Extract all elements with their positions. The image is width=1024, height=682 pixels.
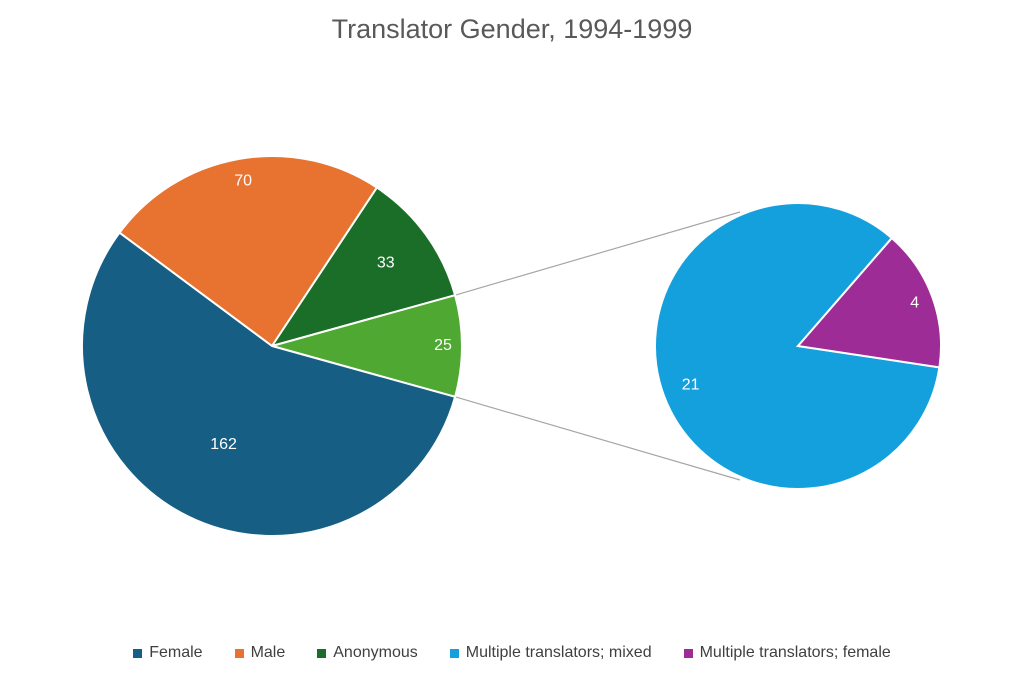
legend-label: Multiple translators; mixed	[465, 644, 652, 661]
legend-label: Male	[250, 644, 286, 661]
legend-label: Anonymous	[333, 644, 418, 661]
legend-item: Multiple translators; female	[683, 644, 891, 662]
secondary-pie	[654, 202, 942, 490]
legend-swatch	[683, 648, 693, 658]
secondary-data-label: 4	[910, 294, 919, 311]
main-slice-female	[81, 231, 457, 537]
legend-item: Female	[133, 644, 203, 662]
main-slice-anonymous	[269, 186, 457, 348]
main-data-label: 70	[234, 173, 252, 190]
legend-item: Anonymous	[317, 644, 418, 662]
legend-swatch	[234, 648, 244, 658]
secondary-slice-multiple-translators-female	[796, 236, 942, 369]
main-data-label: 162	[210, 436, 237, 453]
main-slice-male	[118, 155, 379, 348]
data-labels: 70 33 25 162 21 4	[210, 173, 919, 454]
main-data-label: 33	[377, 255, 395, 272]
legend-item: Male	[234, 644, 286, 662]
legend-swatch	[133, 648, 143, 658]
legend-swatch	[449, 648, 459, 658]
connector-line-top	[454, 211, 741, 296]
chart-title: Translator Gender, 1994-1999	[331, 14, 693, 44]
legend-label: Female	[149, 644, 203, 661]
legend-label: Multiple translators; female	[699, 644, 891, 661]
secondary-data-label: 21	[682, 377, 700, 394]
main-pie	[81, 155, 463, 537]
connector-line-bottom	[454, 396, 741, 481]
legend: Female Male Anonymous Multiple translators;…	[0, 644, 1024, 662]
main-slice-other	[268, 293, 463, 399]
legend-swatch	[317, 648, 327, 658]
legend-item: Multiple translators; mixed	[449, 644, 652, 662]
main-data-label: 25	[434, 337, 452, 354]
connector-lines	[454, 211, 741, 481]
